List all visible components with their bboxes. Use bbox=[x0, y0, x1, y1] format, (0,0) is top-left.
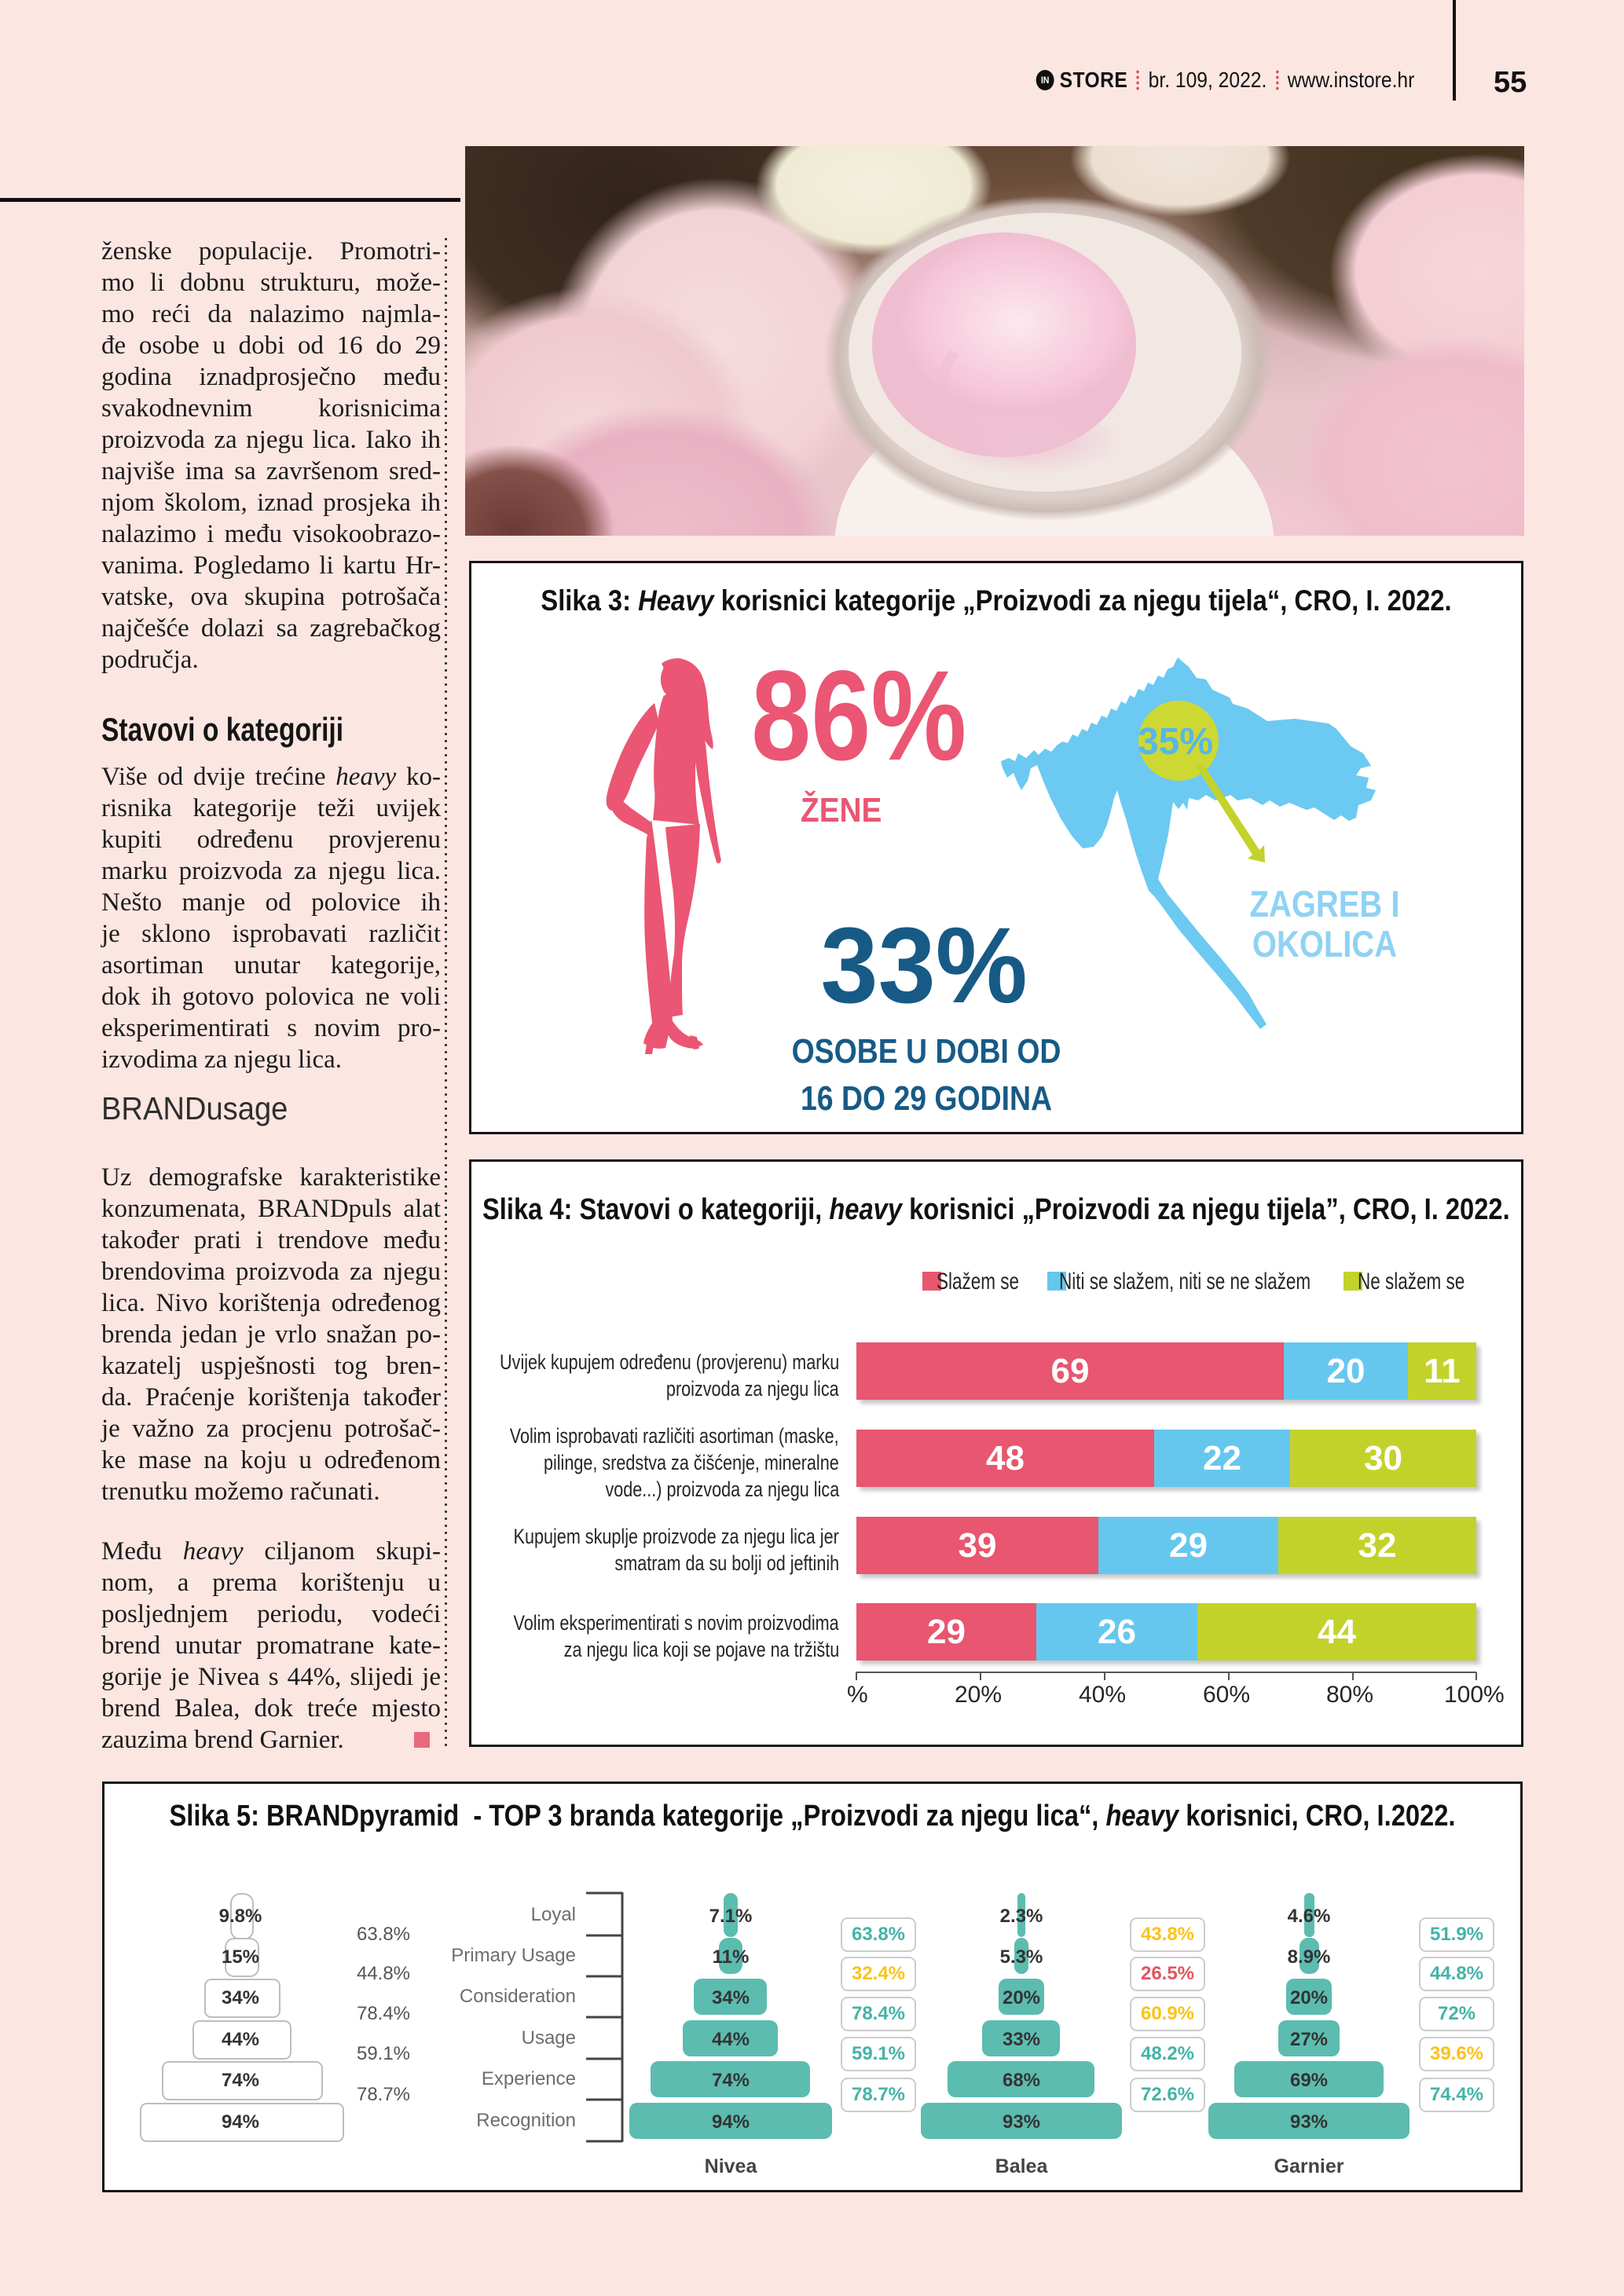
svg-text:35%: 35% bbox=[1138, 721, 1213, 763]
